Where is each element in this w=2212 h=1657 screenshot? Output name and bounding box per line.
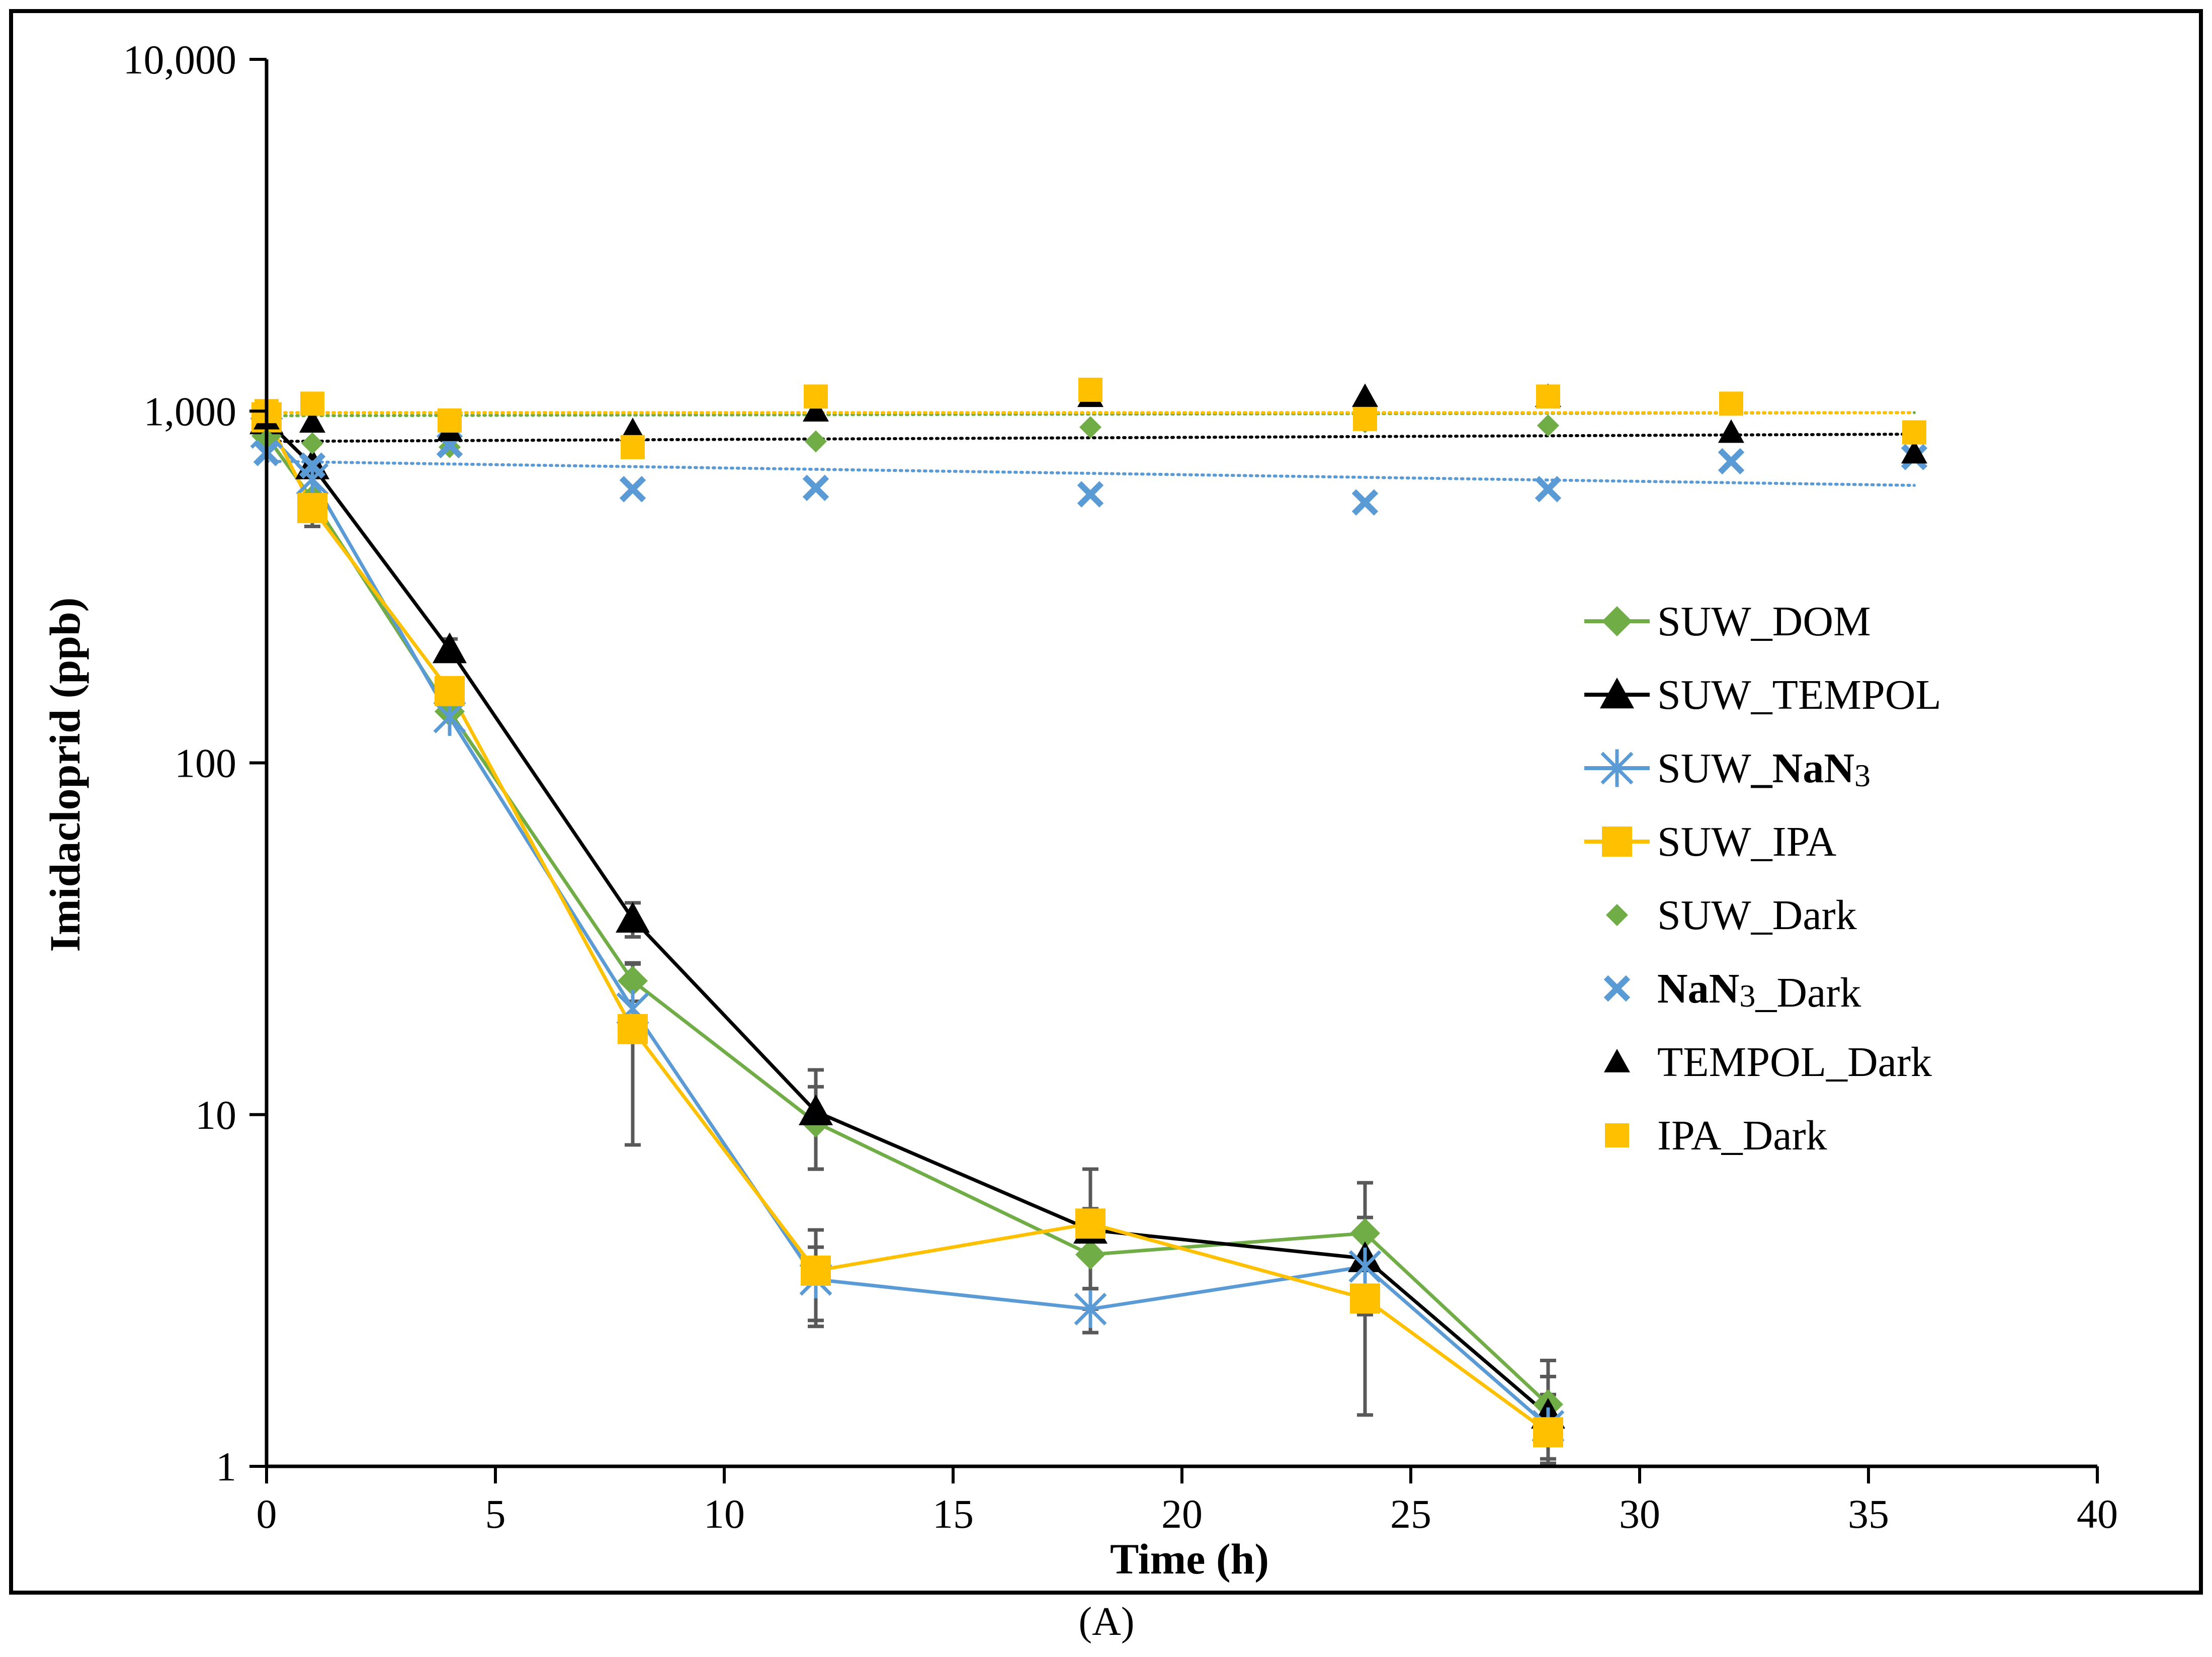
data-point-nan3_dark (1718, 448, 1745, 475)
y-tick-label: 10 (195, 1092, 236, 1138)
data-point-ipa_dark (300, 391, 324, 416)
data-point-tempol_dark (1352, 383, 1378, 407)
data-point-ipa_dark (1902, 420, 1926, 445)
data-point-tempol_dark (1718, 419, 1744, 443)
y-tick-label: 100 (175, 740, 236, 786)
legend-item-nan3_dark: NaN3_Dark (1603, 965, 1861, 1016)
data-point-nan3_dark (802, 474, 829, 502)
data-point-ipa_dark (804, 384, 828, 409)
legend-marker (1604, 1049, 1630, 1072)
data-point-suw_ipa (297, 493, 327, 524)
data-point-nan3_dark (1351, 489, 1379, 516)
data-point-suw_nan3 (1348, 1248, 1382, 1286)
data-point-suw_ipa (1075, 1208, 1105, 1239)
data-point-tempol_dark (803, 398, 829, 422)
data-point-nan3_dark (1077, 481, 1104, 508)
data-point-suw_ipa (1350, 1283, 1380, 1314)
legend-label: SUW_DOM (1657, 598, 1871, 645)
axes: 0 5 10 15 20 25 30 35 40 1 10 100 1,000 10,000 (123, 37, 2118, 1537)
x-tick-label: 40 (2077, 1491, 2118, 1537)
data-point-suw_dark (805, 430, 827, 453)
series-line-suw_nan3 (265, 431, 1550, 1428)
chart-border (9, 9, 2203, 1595)
data-point-ipa_dark (1078, 377, 1102, 402)
x-tick-label: 25 (1390, 1491, 1431, 1537)
legend-marker (1605, 1123, 1629, 1147)
legend-marker (1600, 749, 1634, 787)
legend-label: SUW_IPA (1657, 818, 1837, 865)
x-tick-label: 30 (1619, 1491, 1660, 1537)
data-point-suw_dom (1075, 1239, 1105, 1270)
data-point-ipa_dark (438, 408, 462, 433)
data-point-suw_ipa (435, 676, 465, 706)
series-line-suw_ipa (265, 417, 1550, 1434)
legend-label: SUW_TEMPOL (1657, 672, 1941, 718)
data-point-suw_dark (1079, 416, 1101, 439)
data-point-suw_tempol (616, 901, 650, 933)
x-tick-label: 0 (257, 1491, 277, 1537)
data-point-nan3_dark (1535, 476, 1562, 503)
legend-item-suw_tempol: SUW_TEMPOL (1584, 672, 1941, 718)
series-line-suw_tempol (265, 419, 1550, 1417)
x-tick-label: 10 (704, 1491, 745, 1537)
legend-label: NaN3_Dark (1657, 965, 1861, 1016)
legend-item-suw_ipa: SUW_IPA (1584, 818, 1837, 865)
x-tick-label: 5 (485, 1491, 506, 1537)
legend-label: IPA_Dark (1657, 1112, 1827, 1159)
data-point-ipa_dark (1353, 406, 1377, 431)
data-point-suw_nan3 (1074, 1290, 1107, 1328)
y-tick-label: 1,000 (144, 388, 237, 434)
y-axis-title: Imidacloprid (ppb) (41, 598, 89, 952)
legend-marker (1600, 678, 1634, 709)
data-point-ipa_dark (1536, 384, 1560, 409)
data-point-tempol_dark (299, 409, 325, 433)
legend-item-suw_nan3: SUW_NaN3 (1584, 745, 1870, 793)
y-tick-label: 1 (216, 1444, 236, 1489)
x-tick-label: 20 (1161, 1491, 1203, 1537)
legend: SUW_DOM SUW_TEMPOL SUW_NaN3 SUW_IPA SUW_Dark… (1584, 598, 1941, 1159)
legend-item-tempol_dark: TEMPOL_Dark (1604, 1039, 1932, 1086)
legend-marker (1602, 606, 1632, 636)
x-axis-title: Time (h) (1110, 1535, 1269, 1583)
y-tick-label: 10,000 (123, 37, 237, 82)
legend-item-suw_dark: SUW_Dark (1606, 892, 1857, 939)
data-point-tempol_dark (1901, 440, 1927, 464)
data-point-suw_tempol (433, 632, 467, 664)
legend-label: TEMPOL_Dark (1657, 1039, 1932, 1086)
data-point-nan3_dark (619, 476, 646, 503)
legend-marker (1602, 826, 1632, 857)
trendline-nan3_dark (265, 460, 1916, 487)
x-tick-label: 15 (932, 1491, 974, 1537)
data-point-suw_dark (301, 432, 323, 455)
data-point-suw_dark (1537, 414, 1559, 437)
data-point-ipa_dark (1719, 391, 1743, 416)
x-tick-label: 35 (1848, 1491, 1889, 1537)
data-point-suw_dom (618, 965, 648, 996)
data-point-ipa_dark (621, 435, 645, 459)
data-point-nan3_dark (299, 452, 326, 479)
legend-label: SUW_Dark (1657, 892, 1857, 939)
data-point-suw_ipa (801, 1256, 831, 1286)
plot-area (249, 377, 1928, 1465)
legend-marker (1603, 975, 1631, 1002)
data-point-suw_ipa (618, 1014, 648, 1044)
legend-label: SUW_NaN3 (1657, 745, 1870, 793)
panel-label: (A) (1078, 1600, 1134, 1644)
legend-item-suw_dom: SUW_DOM (1584, 598, 1871, 645)
series-line-suw_dom (265, 435, 1550, 1406)
data-point-suw_tempol (799, 1094, 833, 1125)
data-point-suw_ipa (1533, 1417, 1563, 1448)
legend-item-ipa_dark: IPA_Dark (1605, 1112, 1827, 1159)
data-point-suw_dom (1350, 1218, 1380, 1249)
legend-marker (1606, 904, 1628, 926)
